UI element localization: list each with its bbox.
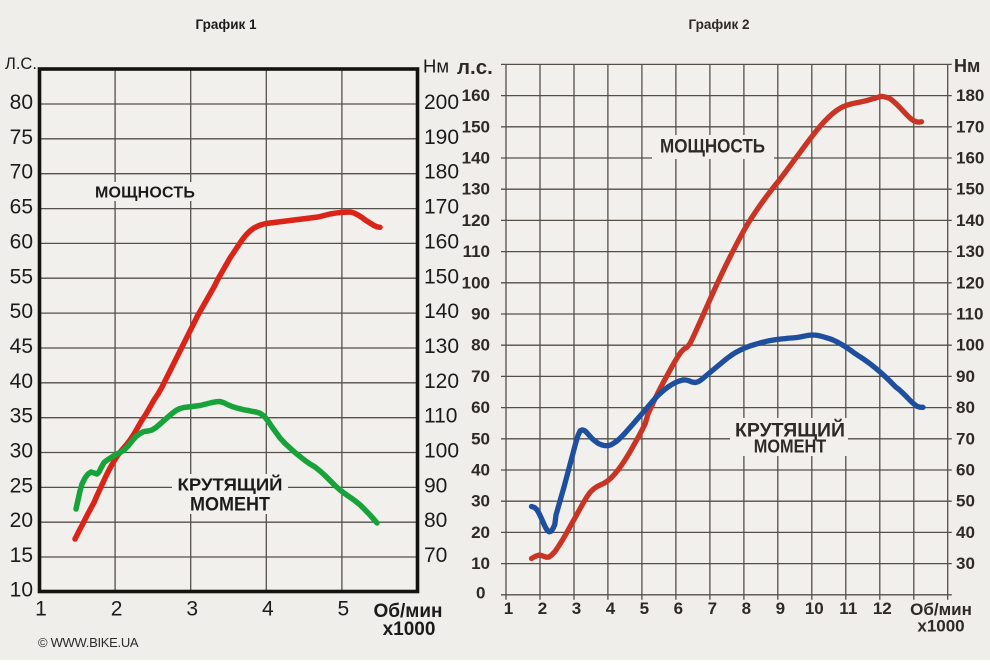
svg-text:5: 5 (640, 599, 649, 618)
svg-text:75: 75 (10, 126, 33, 149)
svg-text:4: 4 (606, 599, 616, 618)
svg-text:100: 100 (424, 440, 459, 463)
svg-text:30: 30 (956, 554, 975, 573)
svg-text:6: 6 (674, 599, 683, 618)
svg-text:80: 80 (10, 91, 33, 114)
svg-text:70: 70 (424, 544, 447, 567)
svg-text:90: 90 (471, 305, 490, 324)
svg-text:45: 45 (10, 335, 33, 358)
svg-text:130: 130 (424, 335, 459, 358)
svg-text:12: 12 (873, 599, 892, 618)
svg-text:120: 120 (956, 273, 984, 292)
svg-text:70: 70 (471, 367, 490, 386)
svg-text:КРУТЯЩИЙ: КРУТЯЩИЙ (178, 474, 283, 495)
svg-text:120: 120 (424, 370, 459, 393)
svg-text:0: 0 (476, 584, 485, 603)
svg-text:1: 1 (35, 598, 47, 621)
svg-text:80: 80 (424, 509, 447, 532)
svg-text:200: 200 (424, 91, 459, 114)
svg-text:50: 50 (956, 492, 975, 511)
svg-text:80: 80 (956, 398, 975, 417)
svg-text:140: 140 (956, 211, 984, 230)
svg-text:140: 140 (424, 300, 459, 323)
svg-text:50: 50 (10, 300, 33, 323)
svg-text:График 1: График 1 (195, 17, 257, 32)
svg-text:110: 110 (956, 305, 983, 324)
svg-text:© WWW.BIKE.UA: © WWW.BIKE.UA (38, 635, 139, 650)
svg-text:90: 90 (956, 367, 975, 386)
svg-text:8: 8 (742, 599, 751, 618)
svg-text:2: 2 (111, 598, 123, 621)
svg-text:60: 60 (956, 461, 975, 480)
svg-text:110: 110 (424, 405, 457, 428)
svg-text:150: 150 (424, 265, 459, 288)
svg-text:х1000: х1000 (917, 617, 964, 636)
svg-text:60: 60 (471, 398, 490, 417)
svg-text:10: 10 (471, 554, 490, 573)
svg-text:11: 11 (839, 599, 857, 618)
svg-text:160: 160 (462, 86, 490, 105)
svg-text:10: 10 (10, 579, 33, 602)
svg-text:25: 25 (10, 474, 33, 497)
svg-text:3: 3 (572, 599, 581, 618)
svg-text:15: 15 (10, 544, 33, 567)
svg-text:150: 150 (956, 180, 984, 199)
svg-text:100: 100 (462, 273, 490, 292)
svg-text:График 2: График 2 (688, 17, 749, 32)
svg-text:МОЩНОСТЬ: МОЩНОСТЬ (660, 137, 765, 158)
svg-text:110: 110 (463, 242, 490, 261)
svg-text:55: 55 (10, 265, 33, 288)
svg-text:35: 35 (10, 405, 33, 428)
svg-text:190: 190 (424, 126, 459, 149)
svg-text:30: 30 (10, 440, 33, 463)
svg-text:Нм: Нм (423, 56, 449, 77)
svg-text:1: 1 (504, 599, 513, 618)
svg-text:150: 150 (462, 117, 490, 136)
svg-text:МОЩНОСТЬ: МОЩНОСТЬ (95, 185, 195, 202)
svg-text:20: 20 (471, 523, 490, 542)
svg-text:КРУТЯЩИЙ: КРУТЯЩИЙ (735, 420, 845, 442)
svg-text:100: 100 (956, 336, 984, 355)
svg-text:160: 160 (956, 149, 984, 168)
svg-text:9: 9 (776, 599, 785, 618)
svg-text:65: 65 (10, 196, 33, 219)
svg-text:МОМЕНТ: МОМЕНТ (754, 436, 827, 457)
svg-text:80: 80 (471, 336, 490, 355)
svg-text:20: 20 (10, 509, 33, 532)
svg-text:5: 5 (338, 598, 350, 621)
svg-text:7: 7 (708, 599, 717, 618)
svg-text:50: 50 (471, 429, 490, 448)
svg-text:170: 170 (956, 117, 984, 136)
svg-text:40: 40 (471, 461, 490, 480)
svg-text:160: 160 (424, 230, 459, 253)
svg-text:70: 70 (956, 429, 975, 448)
svg-text:30: 30 (471, 492, 490, 511)
svg-text:Об/мин: Об/мин (373, 601, 442, 622)
svg-text:10: 10 (805, 599, 824, 618)
svg-text:3: 3 (186, 598, 198, 621)
svg-text:180: 180 (424, 161, 459, 184)
svg-text:70: 70 (10, 161, 33, 184)
svg-text:40: 40 (956, 523, 975, 542)
svg-text:60: 60 (10, 230, 33, 253)
svg-text:120: 120 (462, 211, 490, 230)
svg-text:4: 4 (262, 598, 274, 621)
svg-text:130: 130 (956, 242, 984, 261)
svg-text:Об/мин: Об/мин (910, 600, 972, 619)
svg-text:130: 130 (462, 180, 490, 199)
svg-text:2: 2 (538, 599, 547, 618)
svg-text:х1000: х1000 (383, 619, 436, 640)
svg-text:Нм: Нм (954, 56, 980, 76)
svg-text:л.с.: л.с. (457, 56, 493, 79)
svg-text:40: 40 (10, 370, 33, 393)
svg-text:Л.С.: Л.С. (5, 55, 37, 73)
svg-text:90: 90 (424, 474, 447, 497)
svg-text:170: 170 (424, 196, 459, 219)
svg-text:МОМЕНТ: МОМЕНТ (190, 495, 270, 516)
svg-text:180: 180 (956, 86, 984, 105)
svg-text:140: 140 (462, 149, 490, 168)
